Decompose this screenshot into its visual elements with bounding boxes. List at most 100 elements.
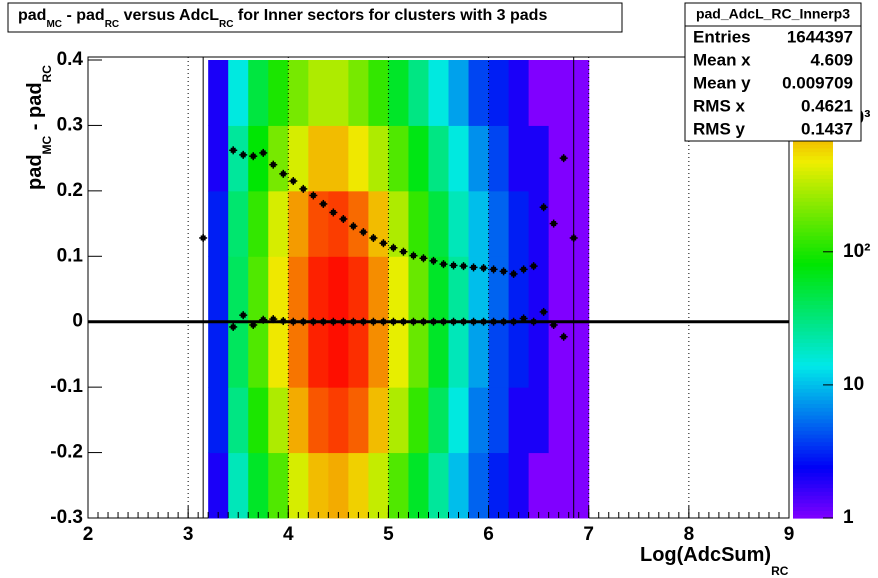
profile-marker [360, 319, 366, 325]
color-bar-strip [793, 300, 833, 305]
profile-point [299, 184, 308, 193]
color-bar-strip [793, 498, 833, 504]
heatmap-cell [208, 60, 229, 126]
profile-point [269, 160, 278, 169]
profile-marker [330, 209, 336, 215]
profile-point [389, 243, 398, 252]
heatmap-cell [408, 321, 429, 388]
profile-marker [240, 152, 246, 158]
profile-point [499, 267, 508, 276]
color-bar-strip [793, 384, 833, 389]
color-bar-strip [793, 350, 833, 355]
color-bar-strip [793, 243, 833, 248]
color-bar-strip [793, 395, 833, 401]
heatmap-cell [488, 190, 510, 257]
profile-point [529, 262, 538, 271]
heatmap-cell [388, 452, 409, 519]
color-bar-strip [793, 185, 833, 191]
stats-title: pad_AdcL_RC_Innerp3 [696, 6, 850, 22]
color-bar-strip [793, 418, 833, 424]
profile-point [339, 214, 348, 223]
heatmap-cell [568, 452, 590, 519]
color-bar-strip [793, 205, 833, 210]
heatmap-cell [448, 256, 470, 323]
heatmap-cell [448, 60, 470, 126]
heatmap-cell [548, 387, 570, 454]
heatmap-cell [508, 321, 530, 388]
profile-marker [290, 319, 296, 325]
profile-point [549, 219, 558, 228]
profile-point [409, 317, 418, 326]
color-bar-strip [793, 369, 833, 374]
heatmap-cell [568, 190, 590, 257]
color-bar-strip [793, 273, 833, 279]
profile-point [439, 317, 448, 326]
heatmap-cell [468, 321, 490, 388]
profile-point [299, 317, 308, 326]
heatmap-cell [568, 60, 590, 126]
color-bar-strip [793, 170, 833, 176]
profile-point [309, 317, 318, 326]
color-bar-strip [793, 254, 833, 260]
color-bar-strip [793, 315, 833, 321]
profile-marker [350, 223, 356, 229]
color-bar-strip [793, 388, 833, 393]
profile-point [459, 317, 468, 326]
profile-point [359, 228, 368, 237]
profile-point [519, 314, 528, 323]
profile-point [329, 208, 338, 217]
heatmap-cell [368, 190, 389, 257]
color-bar-strip [793, 227, 833, 233]
profile-marker [410, 253, 416, 259]
color-bar-strip [793, 231, 833, 237]
heatmap-cell [548, 256, 570, 323]
profile-marker [310, 319, 316, 325]
color-bar-strip [793, 353, 833, 359]
title-box [7, 2, 623, 33]
heatmap-cell [368, 256, 389, 323]
profile-marker [380, 240, 386, 246]
profile-marker [441, 319, 447, 325]
color-bar-strip [793, 239, 833, 244]
color-bar-strip [793, 338, 833, 344]
heatmap-cell [468, 125, 490, 192]
y-label-text: pad [24, 154, 46, 190]
heatmap-cell [208, 190, 229, 257]
profile-point [359, 317, 368, 326]
heatmap-cell [308, 387, 329, 454]
heatmap-cell [288, 387, 309, 454]
title-subscript: MC [46, 19, 62, 30]
profile-point [499, 317, 508, 326]
heatmap-cell [428, 387, 450, 454]
profile-point [439, 260, 448, 269]
profile-marker [471, 319, 477, 325]
heatmap-cell [528, 452, 550, 519]
heatmap-cell [288, 256, 309, 323]
heatmap-cell [408, 452, 429, 519]
profile-point [539, 203, 548, 212]
profile-marker [491, 266, 497, 272]
profile-marker [330, 319, 336, 325]
profile-marker [290, 178, 296, 184]
profile-marker [451, 262, 457, 268]
heatmap-cell [548, 60, 570, 126]
profile-marker [541, 204, 547, 210]
color-bar-strip [793, 166, 833, 172]
profile-marker [561, 334, 567, 340]
color-bar-strip [793, 449, 833, 454]
heatmap-cell [348, 452, 369, 519]
profile-point [559, 332, 568, 341]
y-tick-label: 0 [72, 311, 83, 332]
color-bar-strip [793, 147, 833, 153]
heatmap-cell [308, 321, 329, 388]
profile-marker [280, 171, 286, 177]
profile-point [229, 322, 238, 331]
heatmap-cell [328, 256, 349, 323]
y-tick-label: -0.2 [50, 442, 83, 463]
color-bar-strip [793, 380, 833, 386]
heatmap-cell [228, 60, 249, 126]
color-bar-strip [793, 292, 833, 298]
stats-label: RMS x [693, 96, 746, 115]
color-bar-strip [793, 289, 833, 294]
heatmap-cell [328, 452, 349, 519]
